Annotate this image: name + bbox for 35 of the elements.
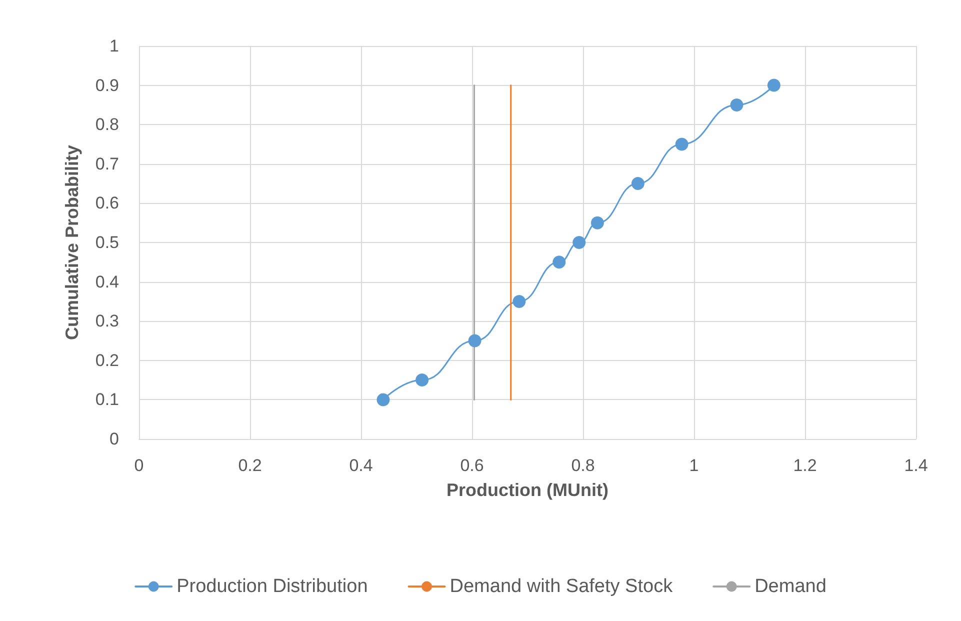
point [512, 294, 526, 308]
legend-label: Demand with Safety Stock [450, 576, 674, 597]
point [468, 334, 482, 348]
point [552, 256, 566, 269]
x-tick-label: 0.6 [460, 456, 484, 475]
y-tick-label: 0.9 [95, 76, 119, 95]
y-tick-label: 0.5 [95, 233, 119, 252]
y-tick-label: 0 [110, 430, 119, 448]
y-tick-label: 0.3 [95, 312, 119, 331]
point [631, 177, 644, 190]
x-tick-label: 0.4 [349, 456, 373, 475]
legend-label: Production Distribution [176, 576, 368, 597]
point [416, 374, 429, 387]
x-tick-label: 1 [689, 456, 699, 475]
x-tick-label: 0.2 [238, 456, 262, 475]
x-tick-label: 1.4 [904, 456, 928, 475]
point [590, 216, 604, 230]
point [730, 98, 744, 112]
y-tick-label: 0.7 [95, 154, 119, 174]
point [675, 138, 688, 151]
y-tick-label: 0.1 [95, 390, 119, 410]
y-tick-label: 1 [110, 36, 119, 56]
legend-label: Demand [754, 576, 826, 597]
y-tick-label: 0.2 [95, 350, 119, 370]
x-tick-label: 1.2 [793, 456, 817, 475]
x-axis-title: Production (MUnit) [446, 480, 608, 500]
y-tick-label: 0.6 [95, 194, 119, 213]
point [376, 393, 390, 406]
y-tick-label: 0.4 [95, 272, 119, 292]
point [767, 78, 780, 92]
y-tick-label: 0.8 [95, 115, 119, 134]
y-axis-title: Cumulative Probability [62, 144, 82, 340]
x-tick-label: 0 [134, 456, 144, 475]
point [572, 236, 586, 249]
x-tick-label: 0.8 [571, 456, 595, 475]
